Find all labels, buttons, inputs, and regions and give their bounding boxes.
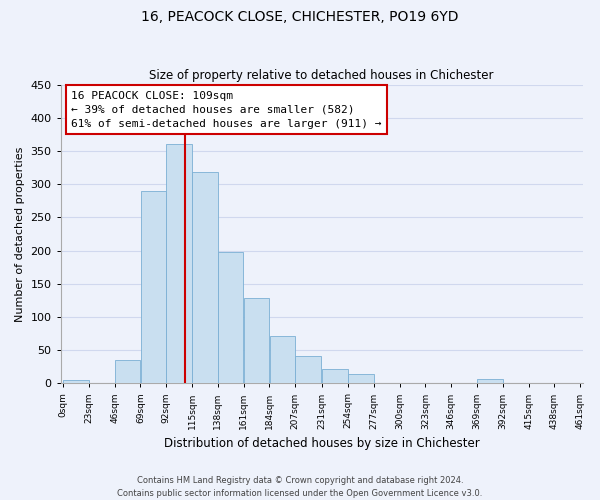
X-axis label: Distribution of detached houses by size in Chichester: Distribution of detached houses by size …	[164, 437, 479, 450]
Bar	[218, 252, 244, 384]
Bar	[63, 380, 89, 384]
Text: 16 PEACOCK CLOSE: 109sqm
← 39% of detached houses are smaller (582)
61% of semi-: 16 PEACOCK CLOSE: 109sqm ← 39% of detach…	[71, 90, 382, 128]
Bar	[192, 172, 218, 384]
Bar	[115, 360, 140, 384]
Text: 16, PEACOCK CLOSE, CHICHESTER, PO19 6YD: 16, PEACOCK CLOSE, CHICHESTER, PO19 6YD	[141, 10, 459, 24]
Bar	[244, 298, 269, 384]
Bar	[166, 144, 192, 384]
Bar	[348, 374, 374, 384]
Bar	[269, 336, 295, 384]
Text: Contains HM Land Registry data © Crown copyright and database right 2024.
Contai: Contains HM Land Registry data © Crown c…	[118, 476, 482, 498]
Y-axis label: Number of detached properties: Number of detached properties	[15, 146, 25, 322]
Bar	[295, 356, 321, 384]
Title: Size of property relative to detached houses in Chichester: Size of property relative to detached ho…	[149, 69, 494, 82]
Bar	[477, 380, 503, 384]
Bar	[140, 192, 166, 384]
Bar	[322, 368, 348, 384]
